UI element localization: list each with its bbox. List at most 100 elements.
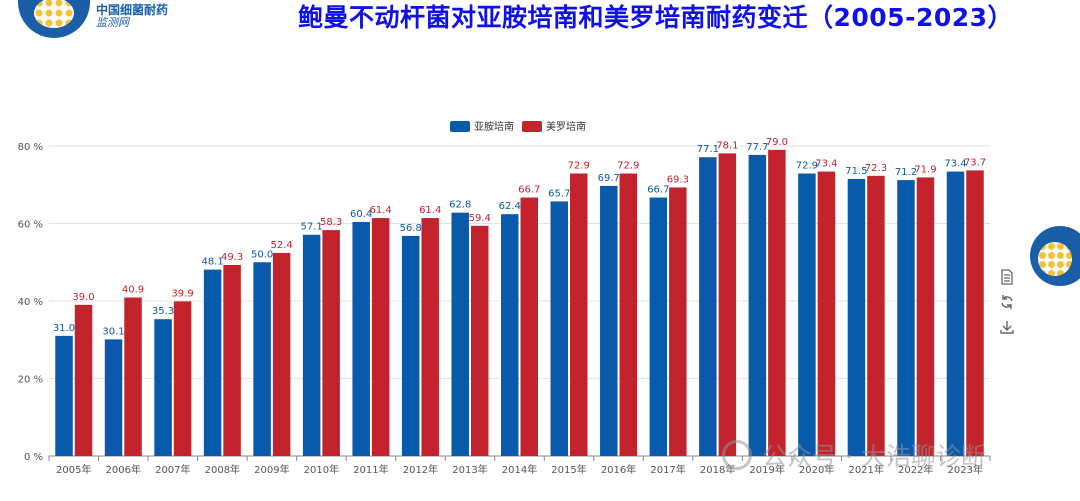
side-logo-icon <box>1030 226 1080 286</box>
x-tick-label: 2006年 <box>106 463 141 476</box>
data-label: 72.9 <box>617 161 639 172</box>
data-label: 71.9 <box>914 164 936 175</box>
bar-imipenem <box>104 339 123 456</box>
bar-meropenem <box>867 175 885 456</box>
legend-swatch <box>522 121 542 132</box>
data-label: 35.3 <box>152 306 174 317</box>
y-tick-label: 0 % <box>24 452 43 463</box>
data-label: 57.1 <box>301 222 323 233</box>
data-label: 30.1 <box>102 326 124 337</box>
data-view-icon[interactable] <box>998 268 1016 286</box>
bar-imipenem <box>649 197 668 456</box>
data-label: 73.4 <box>815 159 837 170</box>
data-label: 62.8 <box>449 200 471 211</box>
bar-imipenem <box>600 185 618 456</box>
data-label: 77.1 <box>697 144 719 155</box>
data-label: 65.7 <box>548 188 570 199</box>
x-tick-label: 2007年 <box>155 463 190 476</box>
x-tick-label: 2022年 <box>898 463 933 476</box>
bar-meropenem <box>718 153 737 457</box>
bar-imipenem <box>203 269 222 456</box>
x-tick-label: 2010年 <box>304 463 339 476</box>
data-label: 72.3 <box>865 163 887 174</box>
y-tick-label: 80 % <box>18 142 43 153</box>
x-tick-label: 2015年 <box>551 463 586 476</box>
bar-imipenem <box>946 171 965 456</box>
data-label: 50.0 <box>251 249 273 260</box>
x-tick-label: 2019年 <box>749 463 784 476</box>
data-label: 40.9 <box>122 285 144 296</box>
data-label: 61.4 <box>370 205 392 216</box>
logo-sub: 监测网 <box>96 15 129 29</box>
x-tick-label: 2011年 <box>353 463 388 476</box>
data-label: 31.0 <box>53 323 75 334</box>
x-tick-label: 2020年 <box>799 463 834 476</box>
bar-imipenem <box>253 262 271 456</box>
data-label: 59.4 <box>469 213 491 224</box>
x-tick-label: 2017年 <box>650 463 685 476</box>
data-label: 71.5 <box>845 166 867 177</box>
data-label: 48.1 <box>201 257 223 268</box>
data-label: 69.7 <box>598 173 620 184</box>
x-tick-label: 2012年 <box>403 463 438 476</box>
restore-icon[interactable] <box>998 293 1016 311</box>
chart-toolbox <box>998 268 1018 343</box>
y-tick-label: 20 % <box>18 375 43 386</box>
bar-imipenem <box>55 335 73 456</box>
y-tick-label: 40 % <box>18 297 43 308</box>
bar-imipenem <box>550 201 569 456</box>
legend-label: 美罗培南 <box>546 120 586 133</box>
data-label: 56.8 <box>400 223 422 234</box>
bar-meropenem <box>322 230 340 456</box>
bar-meropenem <box>173 301 192 456</box>
data-label: 58.3 <box>320 217 342 228</box>
bar-meropenem <box>421 218 439 456</box>
data-label: 49.3 <box>221 252 243 263</box>
bar-imipenem <box>352 221 370 456</box>
watermark-text: 公众号 · 大浩聊诊断 <box>762 442 986 471</box>
bar-imipenem <box>501 214 519 456</box>
data-label: 72.9 <box>796 161 818 172</box>
data-label: 77.7 <box>746 142 768 153</box>
data-label: 62.4 <box>499 201 521 212</box>
data-label: 66.7 <box>518 185 540 196</box>
bar-meropenem <box>470 225 489 456</box>
logo-name: 中国细菌耐药 <box>96 2 169 17</box>
bar-imipenem <box>798 173 816 456</box>
data-label: 69.3 <box>667 174 689 185</box>
data-label: 39.9 <box>171 288 193 299</box>
data-label: 66.7 <box>647 185 669 196</box>
bar-meropenem <box>124 297 142 456</box>
x-tick-label: 2008年 <box>205 463 240 476</box>
bar-meropenem <box>669 187 687 456</box>
bar-meropenem <box>916 177 935 456</box>
bar-meropenem <box>619 173 638 456</box>
watermark: 公众号 · 大浩聊诊断 <box>722 437 986 473</box>
bar-imipenem <box>847 178 866 456</box>
bar-imipenem <box>748 154 767 456</box>
data-label: 61.4 <box>419 205 441 216</box>
bar-meropenem <box>817 171 836 456</box>
wechat-icon <box>722 440 752 470</box>
bar-imipenem <box>154 319 172 456</box>
data-label: 72.9 <box>568 161 590 172</box>
x-tick-label: 2014年 <box>502 463 537 476</box>
bar-imipenem <box>302 234 321 456</box>
save-image-icon[interactable] <box>998 318 1016 336</box>
y-tick-label: 60 % <box>18 220 43 231</box>
bar-meropenem <box>966 170 984 456</box>
data-label: 73.4 <box>944 159 966 170</box>
logo: 中国细菌耐药 监测网 <box>18 0 198 40</box>
x-tick-label: 2023年 <box>948 463 983 476</box>
bar-meropenem <box>223 264 241 456</box>
x-tick-label: 2016年 <box>601 463 636 476</box>
legend-label: 亚胺培南 <box>474 120 514 133</box>
data-label: 78.1 <box>716 140 738 151</box>
bar-meropenem <box>570 173 588 456</box>
bar-imipenem <box>451 212 469 456</box>
bar-meropenem <box>371 218 390 456</box>
bar-imipenem <box>897 180 915 456</box>
x-tick-label: 2013年 <box>452 463 487 476</box>
data-label: 71.2 <box>895 167 917 178</box>
